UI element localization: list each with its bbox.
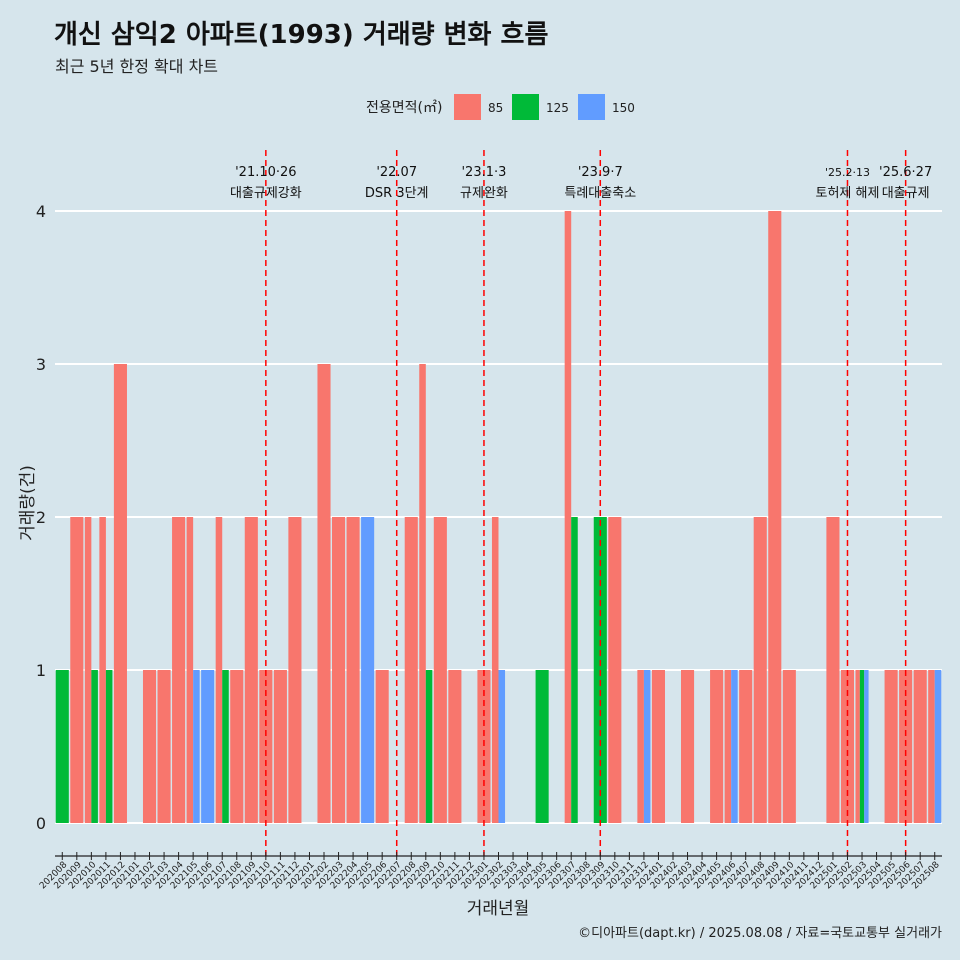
bar (864, 670, 869, 823)
y-axis-title: 거래량(건) (18, 465, 38, 541)
bar (361, 517, 375, 823)
y-tick-label: 3 (36, 355, 46, 374)
bar (91, 670, 98, 823)
bar (491, 517, 499, 823)
legend-swatch (578, 94, 605, 120)
x-axis-title: 거래년월 (467, 899, 530, 919)
bar (753, 517, 767, 823)
event-label: DSR 3단계 (365, 186, 429, 201)
event-date: '23.1·3 (461, 165, 506, 180)
source-caption: ©디아파트(dapt.kr) / 2025.08.08 / 자료=국토교통부 실… (578, 926, 942, 941)
bar (899, 670, 913, 823)
y-tick-label: 2 (36, 508, 46, 527)
bar (571, 517, 578, 823)
bar (826, 517, 840, 823)
bars (55, 211, 942, 823)
bar (317, 364, 331, 823)
bar (498, 670, 506, 823)
bar (419, 364, 426, 823)
bar (215, 517, 223, 823)
bar (201, 670, 215, 823)
y-axis: 0 1 2 3 4 거래량(건) (18, 202, 46, 833)
bar (637, 670, 644, 823)
bar (535, 670, 549, 823)
bar (448, 670, 462, 823)
y-tick-label: 1 (36, 661, 46, 680)
legend: 전용면적(㎡) 85 125 150 (366, 94, 635, 120)
bar (934, 670, 942, 823)
bar (288, 517, 302, 823)
bar (680, 670, 695, 823)
legend-swatch (454, 94, 481, 120)
bar (105, 670, 113, 823)
event-label: 대출규제강화 (230, 186, 302, 201)
event-label: 토허제 해제 (816, 186, 880, 201)
bar (55, 670, 69, 823)
bar (651, 670, 665, 823)
bar (768, 211, 782, 823)
bar (739, 670, 753, 823)
event-date: '25.6·27 (879, 165, 932, 180)
bar (855, 670, 860, 823)
bar (259, 670, 273, 823)
bar (99, 517, 106, 823)
event-label: 규제완화 (460, 186, 508, 201)
bar (884, 670, 898, 823)
bar (157, 670, 171, 823)
bar (244, 517, 258, 823)
event-date: '22.07 (376, 165, 417, 180)
bar (710, 670, 724, 823)
bar (230, 670, 244, 823)
legend-label: 150 (612, 101, 635, 115)
bar (477, 670, 491, 823)
bar (222, 670, 229, 823)
bar (782, 670, 796, 823)
event-date: '21.10·26 (235, 165, 296, 180)
bar (70, 517, 84, 823)
bar (332, 517, 346, 823)
bar (113, 364, 127, 823)
bar (375, 670, 389, 823)
bar (142, 670, 157, 823)
bar (273, 670, 287, 823)
bar (724, 670, 732, 823)
event-date: '23.9·7 (578, 165, 623, 180)
legend-title: 전용면적(㎡) (366, 100, 442, 116)
bar (84, 517, 92, 823)
bar (840, 670, 855, 823)
bar (859, 670, 865, 823)
bar (643, 670, 651, 823)
bar (564, 211, 572, 823)
bar (425, 670, 433, 823)
legend-label: 125 (546, 101, 569, 115)
event-label: 대출규제 (882, 186, 930, 201)
bar (193, 670, 200, 823)
bar (172, 517, 186, 823)
y-tick-label: 0 (36, 814, 46, 833)
bar (404, 517, 418, 823)
y-tick-label: 4 (36, 202, 46, 221)
event-date: '25.2·13 (825, 166, 870, 179)
bar (928, 670, 935, 823)
event-markers: '21.10·26 대출규제강화 '22.07 DSR 3단계 '23.1·3 규제완화 '… (230, 150, 932, 856)
chart-subtitle: 최근 5년 한정 확대 차트 (55, 57, 219, 76)
bar (433, 517, 447, 823)
legend-swatch (512, 94, 539, 120)
x-axis: 2020082020092020102020112020122021012021… (38, 852, 942, 919)
bar (913, 670, 927, 823)
chart-title: 개신 삼익2 아파트(1993) 거래량 변화 흐름 (54, 20, 549, 50)
bar (608, 517, 622, 823)
bar (346, 517, 360, 823)
event-label: 특례대출축소 (564, 186, 636, 201)
bar (731, 670, 738, 823)
bar (186, 517, 194, 823)
legend-label: 85 (488, 101, 503, 115)
